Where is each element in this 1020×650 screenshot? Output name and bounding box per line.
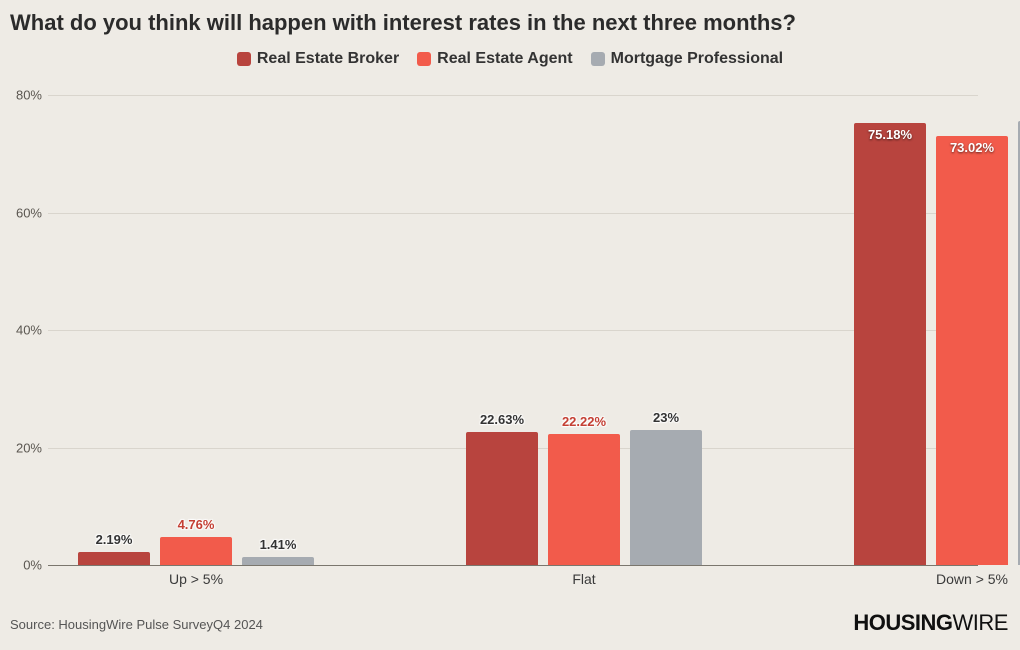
- x-tick-label: Down > 5%: [936, 571, 1008, 587]
- bar: 4.76%: [160, 537, 232, 565]
- y-tick-label: 20%: [8, 440, 42, 455]
- legend-swatch: [237, 52, 251, 66]
- bar-value-label: 22.63%: [480, 412, 524, 427]
- brand-part-1: HOUSING: [853, 610, 952, 635]
- bar-value-label: 4.76%: [178, 517, 215, 532]
- source-text: Source: HousingWire Pulse SurveyQ4 2024: [10, 617, 263, 632]
- legend-item: Real Estate Broker: [237, 50, 399, 68]
- bar: 22.63%: [466, 432, 538, 565]
- legend-item: Mortgage Professional: [591, 50, 783, 68]
- gridline: [48, 213, 978, 214]
- chart-title: What do you think will happen with inter…: [10, 10, 796, 36]
- bar-value-label: 75.18%: [868, 127, 912, 142]
- bar-value-label: 23%: [653, 410, 679, 425]
- x-tick-label: Up > 5%: [169, 571, 223, 587]
- bar: 23%: [630, 430, 702, 565]
- bar: 73.02%: [936, 136, 1008, 565]
- y-tick-label: 60%: [8, 205, 42, 220]
- x-axis-line: [48, 565, 978, 566]
- y-tick-label: 40%: [8, 323, 42, 338]
- brand-logo: HOUSINGWIRE: [853, 610, 1008, 636]
- legend-label: Mortgage Professional: [611, 50, 783, 68]
- bar: 1.41%: [242, 557, 314, 565]
- bar: 22.22%: [548, 434, 620, 565]
- legend-item: Real Estate Agent: [417, 50, 572, 68]
- y-tick-label: 0%: [8, 558, 42, 573]
- x-tick-label: Flat: [572, 571, 595, 587]
- y-tick-label: 80%: [8, 88, 42, 103]
- bar-value-label: 73.02%: [950, 140, 994, 155]
- legend-swatch: [417, 52, 431, 66]
- legend-label: Real Estate Broker: [257, 50, 399, 68]
- gridline: [48, 330, 978, 331]
- gridline: [48, 95, 978, 96]
- legend-swatch: [591, 52, 605, 66]
- bar-value-label: 2.19%: [96, 532, 133, 547]
- legend: Real Estate Broker Real Estate Agent Mortg…: [0, 50, 1020, 68]
- bar-value-label: 1.41%: [260, 537, 297, 552]
- legend-label: Real Estate Agent: [437, 50, 572, 68]
- brand-part-2: WIRE: [953, 610, 1008, 635]
- plot-area: 0%20%40%60%80%Up > 5%2.19%4.76%1.41%Flat…: [48, 95, 978, 565]
- bar-value-label: 22.22%: [562, 414, 606, 429]
- bar: 75.18%: [854, 123, 926, 565]
- bar: 2.19%: [78, 552, 150, 565]
